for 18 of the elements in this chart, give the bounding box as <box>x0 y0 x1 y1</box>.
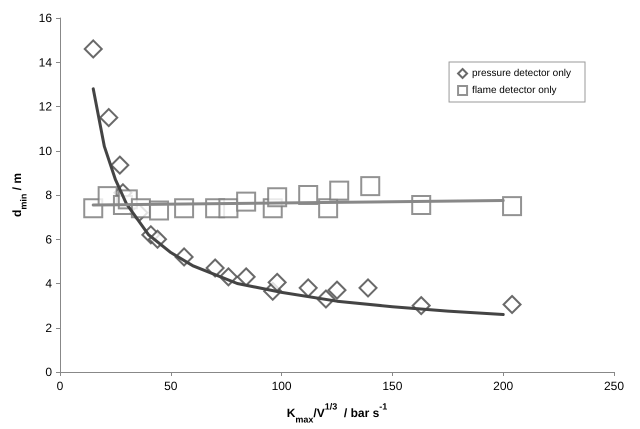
legend-label: flame detector only <box>472 85 557 96</box>
legend-label: pressure detector only <box>472 68 572 79</box>
y-axis-title: dmin / m <box>10 173 28 218</box>
y-tick-label: 8 <box>45 188 52 202</box>
x-tick-label: 150 <box>382 379 403 393</box>
y-tick-label: 14 <box>38 55 52 70</box>
y-tick-label: 12 <box>38 100 52 114</box>
x-tick-label: 200 <box>493 379 514 393</box>
y-tick-label: 6 <box>45 232 52 246</box>
y-tick-label: 0 <box>45 365 52 379</box>
x-tick-label: 0 <box>56 379 64 393</box>
x-tick-label: 250 <box>604 379 624 393</box>
y-tick-label: 2 <box>45 320 52 335</box>
y-tick-label: 16 <box>38 11 52 25</box>
y-tick-label: 4 <box>45 276 52 290</box>
x-tick-label: 100 <box>272 379 292 393</box>
y-tick-label: 10 <box>38 144 52 158</box>
x-tick-label: 50 <box>164 379 178 393</box>
